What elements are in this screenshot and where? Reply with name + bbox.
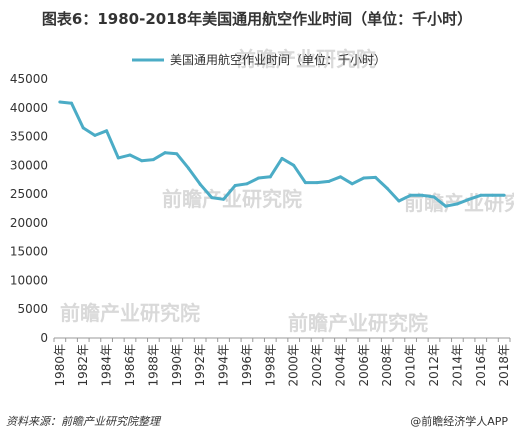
y-tick-label: 45000: [10, 72, 48, 86]
data-point: [175, 152, 179, 156]
legend: 美国通用航空作业时间（单位：千小时）: [132, 52, 386, 67]
data-point: [315, 181, 319, 185]
x-tick-label: 1992年: [193, 344, 207, 387]
x-tick-label: 2004年: [333, 344, 347, 387]
x-tick-label: 2008年: [380, 344, 394, 387]
y-tick-label: 0: [40, 331, 48, 345]
data-point: [105, 129, 109, 133]
data-point: [455, 202, 459, 206]
data-point: [81, 126, 85, 130]
data-point: [245, 182, 249, 186]
x-tick-label: 2012年: [427, 344, 441, 387]
data-point: [362, 176, 366, 180]
data-point: [210, 196, 214, 200]
x-tick-label: 1982年: [76, 344, 90, 387]
data-point: [292, 163, 296, 167]
data-point: [186, 166, 190, 170]
x-tick-label: 1984年: [100, 344, 114, 387]
data-point: [467, 197, 471, 201]
data-point: [409, 193, 413, 197]
data-point: [397, 199, 401, 203]
data-point: [303, 181, 307, 185]
data-point: [268, 175, 272, 179]
x-tick-label: 2016年: [474, 344, 488, 387]
x-axis: 1980年 1982年 1984年 1986年 1988年 1990年 1992年 1994年…: [53, 337, 511, 387]
data-point: [490, 193, 494, 197]
data-point: [198, 182, 202, 186]
y-tick-label: 30000: [10, 158, 48, 172]
y-tick-label: 20000: [10, 216, 48, 230]
data-point: [93, 133, 97, 137]
data-point: [327, 179, 331, 183]
x-tick-label: 1998年: [263, 344, 277, 387]
brand-label: @前瞻经济学人APP: [410, 414, 508, 428]
watermark: 前瞻产业研究院: [236, 47, 376, 71]
source-note: 资料来源：前瞻产业研究院整理: [6, 415, 162, 428]
watermark: 前瞻产业研究院: [60, 301, 200, 325]
chart-title: 图表6：1980-2018年美国通用航空作业时间（单位：千小时）: [42, 10, 472, 28]
x-tick-label: 1990年: [170, 344, 184, 387]
data-point: [257, 176, 261, 180]
data-point: [432, 195, 436, 199]
x-tick-label: 1988年: [146, 344, 160, 387]
data-point: [444, 204, 448, 208]
data-point: [502, 193, 506, 197]
data-point: [350, 182, 354, 186]
y-axis: 0 5000 10000 15000 20000 25000 30000 35000 40000…: [10, 72, 48, 345]
x-tick-label: 2006年: [357, 344, 371, 387]
data-point: [58, 100, 62, 104]
x-tick-label: 2000年: [287, 344, 301, 387]
data-point: [128, 153, 132, 157]
data-point: [280, 156, 284, 160]
y-tick-label: 10000: [10, 273, 48, 287]
y-tick-label: 25000: [10, 187, 48, 201]
data-point: [222, 197, 226, 201]
data-point: [70, 101, 74, 105]
plot-area: [58, 100, 506, 208]
data-point: [374, 175, 378, 179]
x-tick-label: 1996年: [240, 344, 254, 387]
data-point: [116, 156, 120, 160]
data-point: [233, 183, 237, 187]
x-tick-label: 1980年: [53, 344, 67, 387]
data-point: [385, 186, 389, 190]
data-point: [479, 193, 483, 197]
data-point: [338, 175, 342, 179]
watermark: 前瞻产业研究院: [288, 311, 428, 335]
data-point: [140, 159, 144, 163]
x-tick-label: 2014年: [450, 344, 464, 387]
x-tick-label: 2010年: [404, 344, 418, 387]
y-tick-label: 35000: [10, 130, 48, 144]
watermarks: 前瞻产业研究院 前瞻产业研究院 前瞻产业研究院 前瞻产业研究院 前瞻产业研究院: [60, 47, 514, 335]
legend-label: 美国通用航空作业时间（单位：千小时）: [170, 52, 386, 67]
data-point: [420, 193, 424, 197]
x-tick-label: 2002年: [310, 344, 324, 387]
data-point: [163, 151, 167, 155]
data-point: [151, 158, 155, 162]
y-tick-label: 5000: [17, 302, 48, 316]
x-tick-label: 2018年: [497, 344, 511, 387]
x-tick-label: 1994年: [217, 344, 231, 387]
x-tick-label: 1986年: [123, 344, 137, 387]
y-tick-label: 15000: [10, 245, 48, 259]
y-tick-label: 40000: [10, 101, 48, 115]
